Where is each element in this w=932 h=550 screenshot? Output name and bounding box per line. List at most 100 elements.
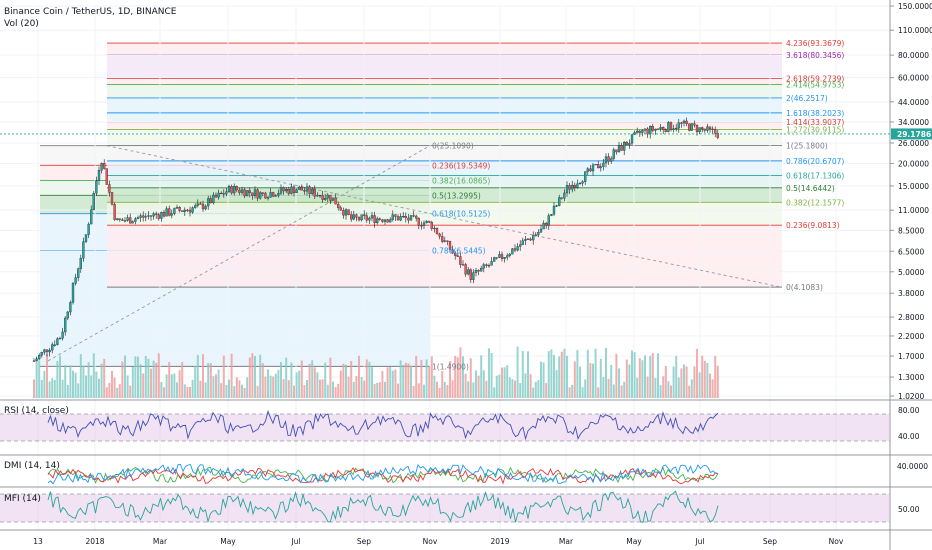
candle-body: [441, 236, 444, 242]
volume-bar: [675, 355, 678, 398]
volume-bar: [477, 375, 480, 398]
price-tick-label: 3.8000: [898, 289, 924, 298]
fib-right-level-label: 0.236(9.0813): [786, 221, 840, 230]
price-tick-label: 1.7000: [898, 352, 924, 361]
volume-bar: [261, 363, 264, 398]
candle-body: [391, 214, 394, 220]
volume-bar: [493, 387, 496, 398]
rsi-tick-80: 80.00: [898, 406, 920, 415]
volume-bar: [217, 369, 220, 398]
volume-bar: [339, 370, 342, 398]
volume-bar: [222, 355, 225, 398]
volume-bar: [462, 356, 464, 398]
volume-bar: [92, 353, 95, 398]
fib-left-level-label: 0(25.1090): [432, 142, 474, 151]
volume-bar: [150, 368, 152, 398]
candle-body: [646, 128, 649, 135]
volume-bar: [326, 384, 329, 398]
candle-body: [292, 186, 296, 194]
candle-body: [181, 210, 184, 212]
volume-bar: [168, 362, 171, 398]
volume-bar: [667, 381, 670, 398]
candle-body: [149, 215, 153, 217]
candle-body: [214, 194, 218, 198]
volume-bar: [384, 381, 386, 398]
volume-bar: [420, 359, 423, 398]
candle-body: [482, 264, 485, 269]
volume-bar: [308, 363, 311, 398]
candle-body: [649, 126, 652, 135]
mfi-tick-50: 50.00: [898, 505, 920, 514]
candle-body: [233, 186, 236, 194]
volume-bar: [313, 367, 316, 398]
volume-bar: [631, 350, 633, 398]
volume-bar: [173, 373, 176, 398]
price-tick-label: 2.2000: [898, 332, 924, 341]
candle-body: [485, 264, 488, 266]
volume-bar: [662, 376, 665, 398]
volume-bar: [579, 366, 581, 398]
candle-body: [331, 197, 335, 201]
candle-body: [435, 227, 439, 235]
volume-bar: [259, 354, 262, 398]
volume-bar: [464, 373, 467, 398]
fib-left-level-label: 0.236(19.5349): [432, 161, 490, 170]
candle-body: [524, 239, 527, 241]
volume-bar: [272, 376, 275, 398]
volume-bar: [238, 380, 241, 398]
candle-body: [352, 214, 355, 220]
candle-body: [321, 195, 324, 200]
candle-body: [620, 145, 623, 151]
volume-bar: [53, 379, 56, 398]
volume-bar: [524, 373, 527, 398]
candle-body: [77, 268, 80, 278]
candle-body: [274, 195, 277, 197]
candle-body: [407, 217, 410, 221]
candle-body: [394, 214, 397, 217]
candle-body: [493, 257, 496, 262]
candle-body: [305, 186, 309, 192]
volume-bar: [612, 384, 615, 398]
volume-bar: [410, 365, 412, 398]
candle-body: [144, 216, 147, 218]
volume-bar: [199, 380, 202, 398]
candle-body: [123, 220, 127, 222]
candle-body: [222, 193, 225, 195]
volume-bar: [157, 353, 160, 398]
fibonacci-zones: [40, 42, 782, 367]
candle-body: [264, 192, 267, 199]
volume-bar: [566, 355, 568, 398]
volume-bar: [186, 386, 189, 398]
volume-bar: [560, 351, 563, 398]
volume-bar: [121, 361, 124, 398]
candle-body: [100, 163, 103, 171]
candle-body: [662, 127, 665, 130]
candle-body: [118, 218, 121, 220]
candle-body: [279, 187, 283, 194]
volume-bar: [628, 364, 631, 398]
candle-body: [698, 127, 701, 133]
candle-body: [690, 123, 693, 131]
volume-bar: [59, 355, 61, 398]
dmi-adx-line: [47, 463, 719, 485]
candle-body: [339, 207, 342, 211]
fibonacci-labels: 0(25.1090) 0.236(19.5349) 0.382(16.0865) 0.…: [432, 39, 844, 371]
fib-right-level-label: 0.786(20.6707): [786, 157, 844, 166]
candle-body: [152, 213, 155, 217]
volume-bar: [147, 358, 150, 398]
price-tick-label: 1.3000: [898, 373, 924, 382]
volume-bar: [290, 362, 293, 398]
volume-bar: [118, 384, 121, 398]
fib-right-level-label: 2.414(54.9753): [786, 80, 844, 89]
candle-body: [594, 164, 597, 166]
candle-body: [430, 222, 433, 229]
volume-bar: [625, 359, 628, 398]
candle-body: [625, 141, 628, 146]
candle-body: [298, 186, 301, 190]
candle-body: [529, 238, 532, 241]
candle-body: [664, 129, 667, 132]
candle-body: [636, 130, 639, 133]
trend-lines: [47, 145, 783, 362]
volume-bar: [498, 374, 501, 398]
